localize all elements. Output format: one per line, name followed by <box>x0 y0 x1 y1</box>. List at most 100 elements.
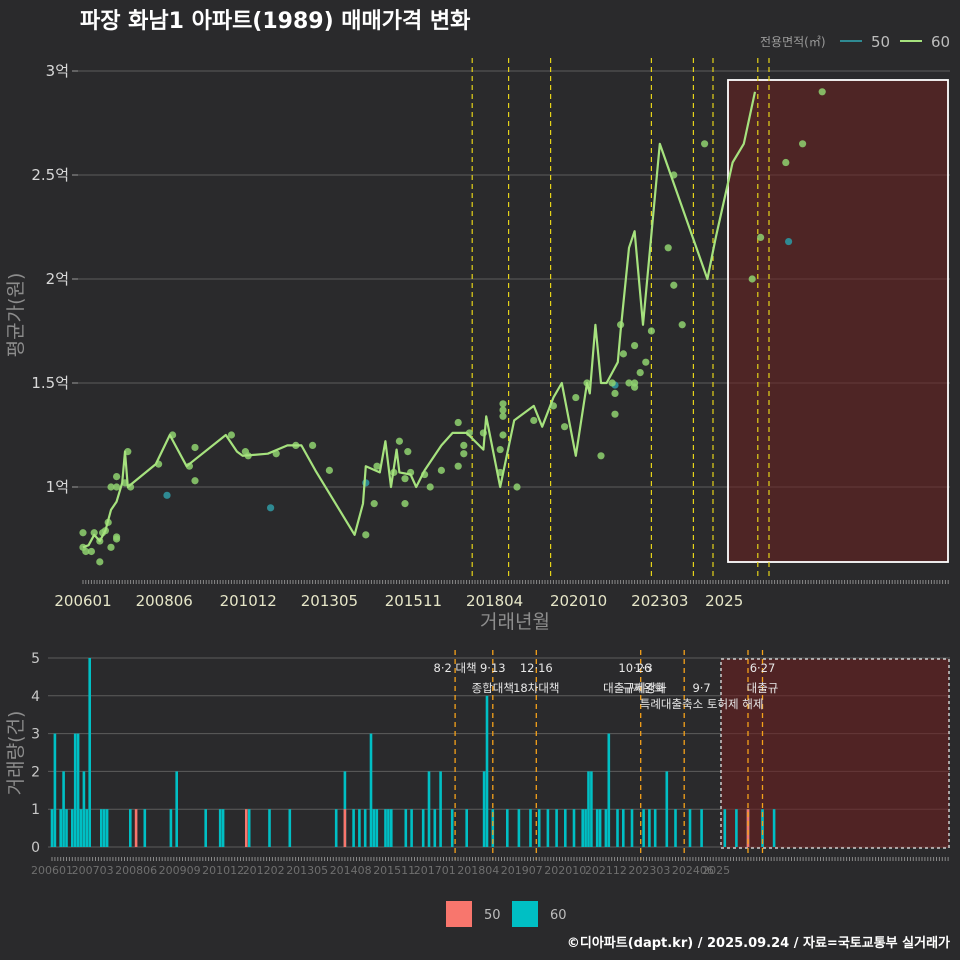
point-60 <box>572 393 580 402</box>
point-60 <box>113 473 121 481</box>
volume-bar-60 <box>221 809 225 847</box>
volume-bar-60 <box>772 809 776 847</box>
volume-bar-60 <box>465 809 468 847</box>
point-60 <box>631 341 639 350</box>
volume-bar-60 <box>50 809 54 847</box>
legend-swatch-60 <box>512 901 538 927</box>
point-60 <box>404 448 412 456</box>
volume-bar-60 <box>387 809 390 847</box>
volume-x-tick-label: 200909 <box>159 864 201 877</box>
volume-bar-60 <box>723 809 727 847</box>
volume-y-tick-label: 1 <box>31 802 40 818</box>
volume-bar-60 <box>79 809 83 847</box>
legend-bottom-label-60: 60 <box>550 908 567 923</box>
volume-x-tick-label: 201511 <box>373 864 415 877</box>
volume-bar-60 <box>604 809 608 847</box>
volume-bar-60 <box>143 809 147 847</box>
volume-bar-60 <box>169 809 173 847</box>
volume-x-tick-label: 201907 <box>501 864 543 877</box>
volume-bar-60 <box>688 809 692 847</box>
x-tick-label: 200806 <box>136 592 193 610</box>
volume-bar-60 <box>421 809 425 847</box>
point-60 <box>227 431 235 439</box>
volume-bar-60 <box>648 809 651 847</box>
volume-bar-60 <box>247 809 251 847</box>
legend-bottom: 50 60 <box>446 901 567 927</box>
volume-bar-60 <box>390 809 393 847</box>
policy-annotation: 6·27 <box>750 661 776 675</box>
point-60 <box>87 547 95 556</box>
volume-x-tick-label: 201701 <box>414 864 456 877</box>
volume-y-ticks: 0 1 2 3 4 5 <box>31 651 40 856</box>
point-60 <box>748 275 756 283</box>
volume-bar-60 <box>369 733 373 847</box>
x-tick-label: 201305 <box>301 592 358 610</box>
volume-bar-60 <box>372 809 376 847</box>
volume-bar-60 <box>642 809 645 847</box>
point-60 <box>454 418 462 427</box>
volume-bar-60 <box>450 809 454 847</box>
point-60 <box>499 400 507 408</box>
volume-bar-60 <box>590 771 593 847</box>
volume-bar-50 <box>134 809 138 847</box>
x-tick-label: 200601 <box>54 592 111 610</box>
volume-x-tick-label: 202303 <box>628 864 670 877</box>
volume-bar-60 <box>674 809 677 847</box>
volume-x-tick-label: 2025 <box>702 864 730 877</box>
point-60 <box>611 389 619 397</box>
point-60 <box>401 500 409 508</box>
volume-bar-60 <box>334 809 338 847</box>
x-tick-label: 201012 <box>220 592 277 610</box>
volume-x-tick-label: 201012 <box>202 864 244 877</box>
point-60 <box>113 483 121 491</box>
volume-bar-60 <box>105 809 109 847</box>
price-x-ticks: 200601 200806 201012 201305 201511 201804 2020… <box>54 580 949 610</box>
x-tick-label: 201804 <box>466 592 523 610</box>
volume-bar-60 <box>433 809 437 847</box>
y-tick-label: 2억 <box>46 270 69 288</box>
volume-y-axis-label: 거래량(건) <box>5 711 27 796</box>
point-60 <box>818 88 826 96</box>
volume-bar-60 <box>584 809 587 847</box>
legend-swatch-50 <box>446 901 472 927</box>
point-60 <box>647 327 656 335</box>
volume-bar-60 <box>630 809 634 847</box>
volume-bar-50 <box>343 809 347 847</box>
point-60 <box>395 437 403 445</box>
volume-bar-60 <box>85 809 89 847</box>
point-60 <box>625 379 633 387</box>
policy-annotation: 9·13 <box>480 661 506 675</box>
footer-credit: ©디아파트(dapt.kr) / 2025.09.24 / 자료=국토교통부 실… <box>567 935 950 951</box>
x-tick-label: 202010 <box>550 592 607 610</box>
volume-bar-60 <box>410 809 413 847</box>
point-60 <box>499 431 507 439</box>
point-60 <box>782 158 790 167</box>
point-60 <box>373 462 381 470</box>
highlight-region <box>727 79 949 563</box>
volume-bar-60 <box>700 809 703 847</box>
volume-bar-60 <box>482 771 486 847</box>
volume-x-tick-label: 200703 <box>72 864 114 877</box>
point-60 <box>513 483 521 491</box>
volume-bar-60 <box>595 809 599 847</box>
point-60 <box>701 140 709 148</box>
volume-y-tick-label: 5 <box>31 651 40 667</box>
point-60 <box>460 450 468 458</box>
point-60 <box>664 244 672 252</box>
point-60 <box>799 140 807 148</box>
point-60 <box>191 477 199 485</box>
volume-bar-60 <box>607 733 611 847</box>
point-60 <box>401 475 409 483</box>
volume-x-tick-label: 201804 <box>457 864 499 877</box>
volume-bar-60 <box>439 771 442 847</box>
point-50 <box>163 491 171 499</box>
point-60 <box>499 412 507 420</box>
point-60 <box>79 529 87 537</box>
point-50 <box>785 237 793 246</box>
price-x-axis-label: 거래년월 <box>480 611 550 633</box>
chart-title: 파장 화남1 아파트(1989) 매매가격 변화 <box>80 9 470 34</box>
price-y-axis-label: 평균가(원) <box>5 273 27 358</box>
volume-highlight-box <box>720 658 950 849</box>
point-60 <box>454 462 462 470</box>
